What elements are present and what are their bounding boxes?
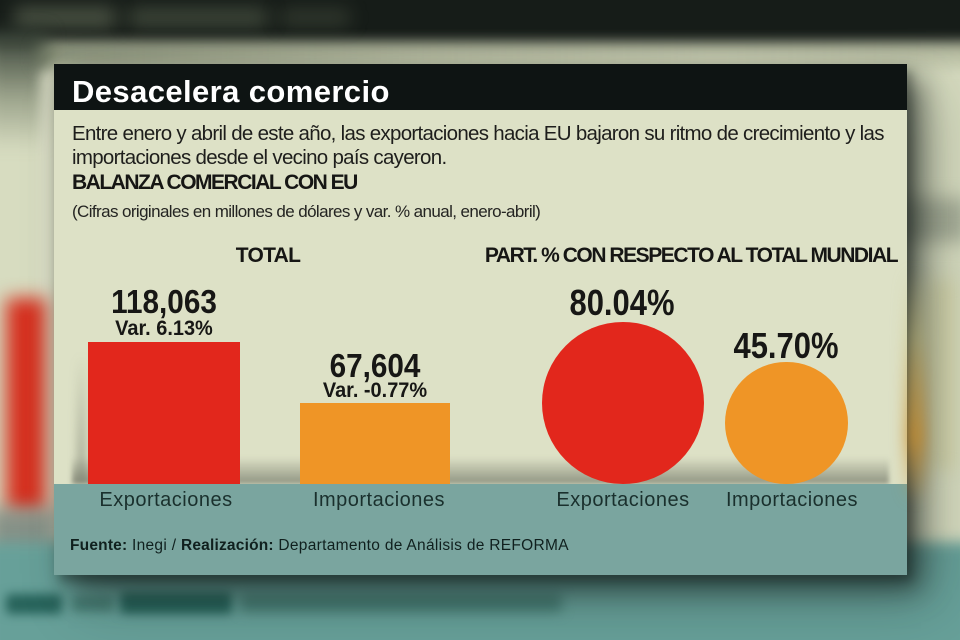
source-label: Fuente: bbox=[70, 537, 128, 554]
backdrop-right-gray-smear bbox=[898, 198, 960, 242]
intro-line2: importaciones desde el vecino país cayer… bbox=[72, 145, 447, 169]
bar-var-exportaciones: Var. 6.13% bbox=[115, 317, 213, 340]
backdrop-gray-strip bbox=[36, 44, 960, 66]
bar-importaciones bbox=[300, 403, 450, 484]
backdrop-title-blob bbox=[14, 7, 116, 28]
source-separator: / bbox=[171, 537, 177, 554]
bar-value-importaciones: 67,604 bbox=[329, 347, 421, 384]
section-header-total: TOTAL bbox=[235, 244, 301, 267]
category-label-bar-importaciones: Importaciones bbox=[312, 489, 446, 511]
backdrop-footer-text-blob bbox=[72, 596, 114, 612]
card-title: Desacelera comercio bbox=[72, 74, 390, 109]
realization-label: Realización: bbox=[180, 537, 274, 554]
source-value: Inegi bbox=[131, 537, 168, 554]
bar-value-exportaciones: 118,063 bbox=[111, 283, 217, 320]
circle-importaciones bbox=[725, 361, 848, 484]
backdrop-yellow-strip bbox=[928, 280, 956, 470]
backdrop-orange-smear bbox=[905, 268, 926, 503]
backdrop-title-blob bbox=[128, 8, 268, 27]
backdrop-footer-text-blob bbox=[120, 592, 232, 614]
backdrop-header-bar bbox=[0, 0, 960, 44]
section-header-part-mundial: PART. % CON RESPECTO AL TOTAL MUNDIAL bbox=[484, 244, 899, 267]
category-label-circle-importaciones: Importaciones bbox=[725, 489, 859, 511]
category-label-bar-exportaciones: Exportaciones bbox=[99, 489, 233, 511]
chart-note: (Cifras originales en millones de dólare… bbox=[72, 202, 541, 221]
footer-band: Exportaciones Importaciones Exportacione… bbox=[54, 484, 907, 575]
source-line: Fuente: Inegi / Realización: Departament… bbox=[70, 537, 569, 555]
backdrop-footer-text-blob bbox=[240, 594, 562, 612]
chart-area: 118,063 Var. 6.13% 67,604 Var. -0.77% 80… bbox=[54, 64, 907, 484]
backdrop-footer-text-blob bbox=[6, 594, 62, 614]
realization-value: Departamento de Análisis de REFORMA bbox=[278, 537, 569, 554]
circle-exportaciones bbox=[541, 322, 704, 484]
category-label-circle-exportaciones: Exportaciones bbox=[556, 489, 690, 511]
circle-value-importaciones: 45.70% bbox=[733, 325, 839, 366]
bar-var-importaciones: Var. -0.77% bbox=[322, 379, 428, 402]
circle-value-exportaciones: 80.04% bbox=[569, 282, 675, 323]
card-header-bar: Desacelera comercio bbox=[54, 64, 907, 110]
infographic-card: Desacelera comercio Entre enero y abril … bbox=[54, 64, 907, 575]
intro-line1: Entre enero y abril de este año, las exp… bbox=[72, 122, 884, 145]
bar-left-shadow bbox=[76, 354, 87, 484]
bar-exportaciones bbox=[88, 342, 240, 484]
chart-title: BALANZA COMERCIAL CON EU bbox=[72, 171, 358, 194]
backdrop-title-blob bbox=[280, 9, 350, 26]
backdrop-red-bar-blob bbox=[6, 298, 46, 513]
